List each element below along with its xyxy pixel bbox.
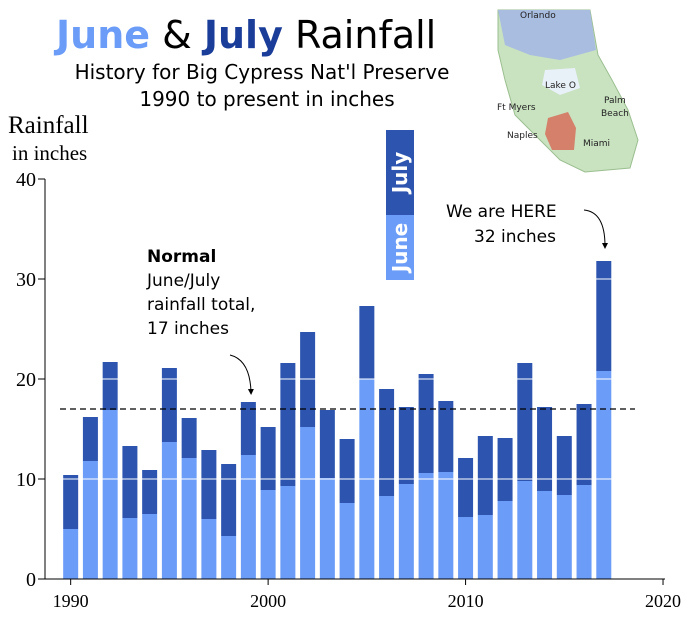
bar-segment [418,473,434,579]
bar-segment [221,536,237,579]
annotation-arrow [583,209,608,249]
bar-segment [142,470,158,514]
bar-segment [319,478,335,579]
bar-segment [63,475,79,529]
bar-segment [102,410,118,579]
map-label: Lake O [545,81,576,91]
bar-segment [122,518,138,579]
y-tick-label: 0 [26,569,36,591]
y-tick-label: 30 [16,269,36,291]
bar-segment [458,517,474,579]
bar-segment [517,481,533,579]
bar-segment [398,484,414,579]
bar-segment [161,442,177,579]
bar-segment [398,407,414,484]
bar-segment [181,418,197,458]
bar-segment [240,402,256,455]
bar-segment [339,439,355,503]
annotation: 17 inches [147,319,229,339]
bar-segment [556,495,572,579]
bar-segment [260,427,276,490]
map-label: Orlando [520,11,556,21]
x-tick-label: 1990 [53,591,89,611]
legend-label: June [388,223,412,274]
bar-segment [517,363,533,481]
x-tick-label: 2020 [645,591,681,611]
map-label: Beach [601,109,629,119]
bar-segment [477,436,493,515]
legend-swatch [386,215,414,280]
plot: 0 10 20 30 40 1990 2000 2010 2020 Normal June/July… [16,11,681,611]
y-tick-label: 20 [16,369,36,391]
bar-segment [596,371,612,579]
annotation-arrow [229,354,254,395]
bar-segment [537,407,553,491]
bar-segment [102,362,118,410]
subtitle: History for Big Cypress Nat'l Preserve [75,60,450,84]
bar-segment [82,461,98,579]
annotation-heading: Normal [147,247,216,267]
bar-segment [181,458,197,579]
map-label: Miami [583,139,610,149]
bar-segment [438,472,454,579]
map [497,9,639,173]
bar-segment [63,529,79,579]
bar-segment [260,490,276,579]
bar-segment [556,436,572,495]
map-label: Ft Myers [497,103,536,113]
title-july: July [201,13,283,57]
x-tick-label: 2010 [448,591,484,611]
bar-segment [201,519,217,579]
map-water-district [498,10,596,60]
y-axis-label: Rainfall [8,112,89,139]
x-tick-label: 2000 [250,591,286,611]
bar-segment [379,496,395,579]
subtitle: 1990 to present in inches [139,87,394,111]
bar-segment [339,503,355,579]
annotation: rainfall total, [147,295,255,315]
bar-segment [161,368,177,442]
annotation: June/July [146,271,220,291]
title-amp: & [162,13,192,57]
title-june: June [53,13,150,57]
legend-label: July [388,152,412,196]
bar-segment [477,515,493,579]
annotation: 32 inches [474,227,556,247]
bar-segment [497,501,513,579]
bar-segment [122,446,138,518]
bar-segment [438,401,454,472]
bar-segment [221,464,237,536]
bar-segment [576,485,592,579]
map-label: Palm [604,96,626,106]
legend-swatch [386,130,414,215]
bar-segment [300,427,316,579]
bar-segment [319,410,335,478]
bar-segment [142,514,158,579]
map-preserve [545,112,576,150]
map-lake [542,68,580,95]
bar-segment [280,363,296,486]
bar-segment [497,438,513,501]
chart-title: June & July Rainfall [53,13,436,57]
bar-segment [280,486,296,579]
title-rainfall: Rainfall [295,13,436,57]
y-tick-label: 10 [16,469,36,491]
bar-segment [201,450,217,519]
bar-segment [576,404,592,485]
bar-segment [458,458,474,517]
annotation: We are HERE [446,202,557,222]
bar-segment [596,261,612,371]
bar-segment [82,417,98,461]
bar-segment [379,389,395,496]
bar-segment [359,306,375,379]
bar-segment [240,455,256,579]
bar-segment [418,374,434,473]
map-label: Naples [507,131,538,141]
y-axis-label: in inches [12,141,87,165]
y-tick-label: 40 [16,169,36,191]
bar-segment [537,491,553,579]
